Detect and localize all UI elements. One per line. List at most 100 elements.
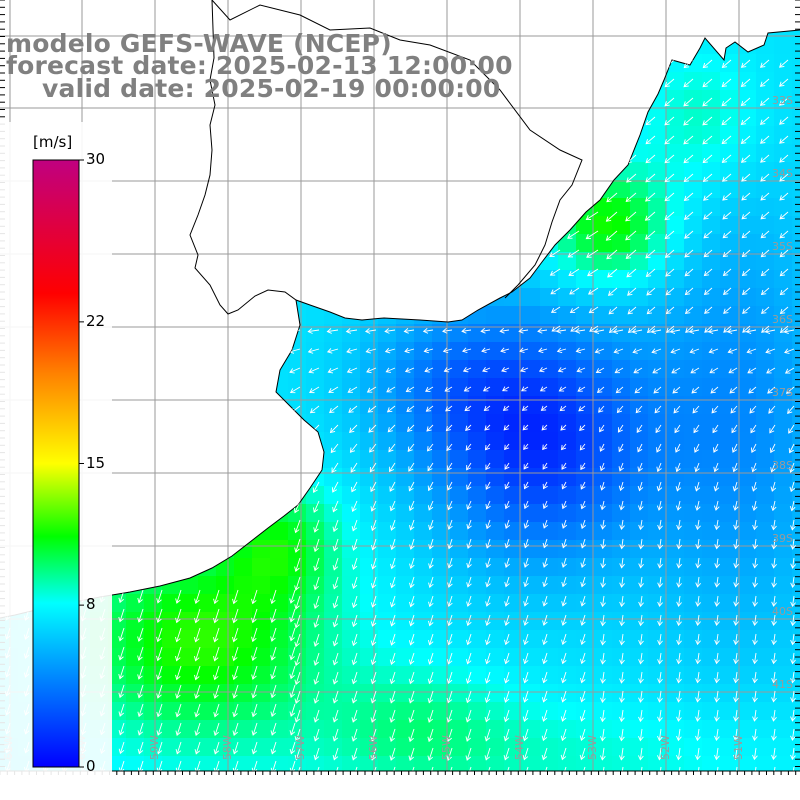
wind-speed-cell (612, 468, 631, 487)
wind-speed-cell (792, 180, 800, 199)
wind-speed-cell (540, 630, 559, 649)
wind-speed-cell (342, 684, 361, 703)
wind-speed-cell (684, 162, 703, 181)
wind-speed-cell (702, 288, 721, 307)
wind-speed-cell (612, 234, 631, 253)
wind-speed-cell (648, 108, 667, 127)
wind-speed-cell (522, 612, 541, 631)
wind-speed-cell (522, 540, 541, 559)
wind-speed-cell (774, 198, 793, 217)
wind-speed-cell (792, 54, 800, 73)
wind-speed-cell (702, 180, 721, 199)
wind-speed-cell (126, 612, 145, 631)
wind-speed-cell (468, 468, 487, 487)
wind-speed-cell (450, 684, 469, 703)
latitude-label: 34S (772, 167, 793, 180)
longitude-label: 54W (513, 735, 526, 760)
wind-speed-cell (396, 486, 415, 505)
wind-speed-cell (648, 414, 667, 433)
wind-speed-cell (486, 414, 505, 433)
wind-speed-cell (702, 198, 721, 217)
wind-speed-cell (684, 612, 703, 631)
wind-speed-cell (630, 252, 649, 271)
wind-speed-cell (684, 72, 703, 91)
wind-speed-cell (234, 720, 253, 739)
wind-speed-cell (648, 666, 667, 685)
wind-speed-cell (612, 630, 631, 649)
wind-speed-cell (162, 702, 181, 721)
wind-speed-cell (576, 612, 595, 631)
wind-speed-cell (648, 504, 667, 523)
wind-speed-cell (774, 216, 793, 235)
wind-speed-cell (198, 702, 217, 721)
wind-speed-cell (378, 720, 397, 739)
wind-speed-cell (666, 162, 685, 181)
wind-speed-cell (360, 504, 379, 523)
longitude-label: 52W (659, 735, 672, 760)
wind-speed-cell (342, 450, 361, 469)
wind-speed-cell (270, 558, 289, 577)
wind-speed-cell (306, 666, 325, 685)
wind-speed-cell (378, 504, 397, 523)
wind-speed-cell (702, 612, 721, 631)
wind-speed-cell (738, 270, 757, 289)
wind-speed-cell (684, 576, 703, 595)
wind-speed-cell (126, 594, 145, 613)
wind-speed-cell (756, 558, 775, 577)
colorbar-tick-label: 15 (86, 453, 106, 472)
wind-speed-cell (414, 702, 433, 721)
wind-speed-cell (576, 486, 595, 505)
wind-speed-cell (648, 576, 667, 595)
wind-speed-cell (396, 414, 415, 433)
wind-speed-cell (720, 198, 739, 217)
wind-speed-cell (468, 396, 487, 415)
wind-speed-cell (378, 432, 397, 451)
wind-speed-cell (558, 252, 577, 271)
wind-speed-cell (396, 540, 415, 559)
wind-speed-cell (720, 414, 739, 433)
wind-speed-cell (396, 468, 415, 487)
wind-speed-cell (414, 378, 433, 397)
wind-speed-cell (414, 342, 433, 361)
latitude-label: 38S (772, 459, 793, 472)
wind-speed-cell (666, 666, 685, 685)
wind-speed-cell (522, 396, 541, 415)
wind-speed-cell (468, 540, 487, 559)
wind-speed-cell (666, 270, 685, 289)
wind-speed-cell (648, 144, 667, 163)
wind-speed-cell (666, 180, 685, 199)
wind-speed-cell (720, 432, 739, 451)
wind-speed-cell (738, 612, 757, 631)
wind-speed-cell (594, 396, 613, 415)
wind-speed-cell (738, 648, 757, 667)
wind-speed-cell (666, 234, 685, 253)
wind-speed-cell (702, 234, 721, 253)
wind-speed-cell (594, 198, 613, 217)
wind-speed-cell (252, 738, 271, 757)
wind-speed-cell (558, 666, 577, 685)
wind-speed-cell (594, 270, 613, 289)
wind-speed-cell (522, 594, 541, 613)
wind-speed-cell (450, 648, 469, 667)
longitude-label: 53W (586, 735, 599, 760)
wind-speed-cell (342, 522, 361, 541)
wind-speed-cell (540, 396, 559, 415)
wind-speed-cell (180, 648, 199, 667)
wind-speed-cell (324, 450, 343, 469)
wind-speed-cell (630, 234, 649, 253)
wind-speed-cell (630, 306, 649, 325)
wind-speed-cell (774, 504, 793, 523)
wind-speed-cell (324, 378, 343, 397)
wind-speed-cell (342, 702, 361, 721)
wind-speed-cell (450, 342, 469, 361)
wind-speed-cell (414, 450, 433, 469)
colorbar-gradient (32, 159, 80, 768)
wind-speed-cell (486, 522, 505, 541)
wind-speed-cell (720, 252, 739, 271)
wind-speed-cell (738, 342, 757, 361)
wind-speed-cell (684, 558, 703, 577)
wind-speed-cell (630, 342, 649, 361)
wind-speed-cell (432, 576, 451, 595)
wind-speed-cell (648, 684, 667, 703)
